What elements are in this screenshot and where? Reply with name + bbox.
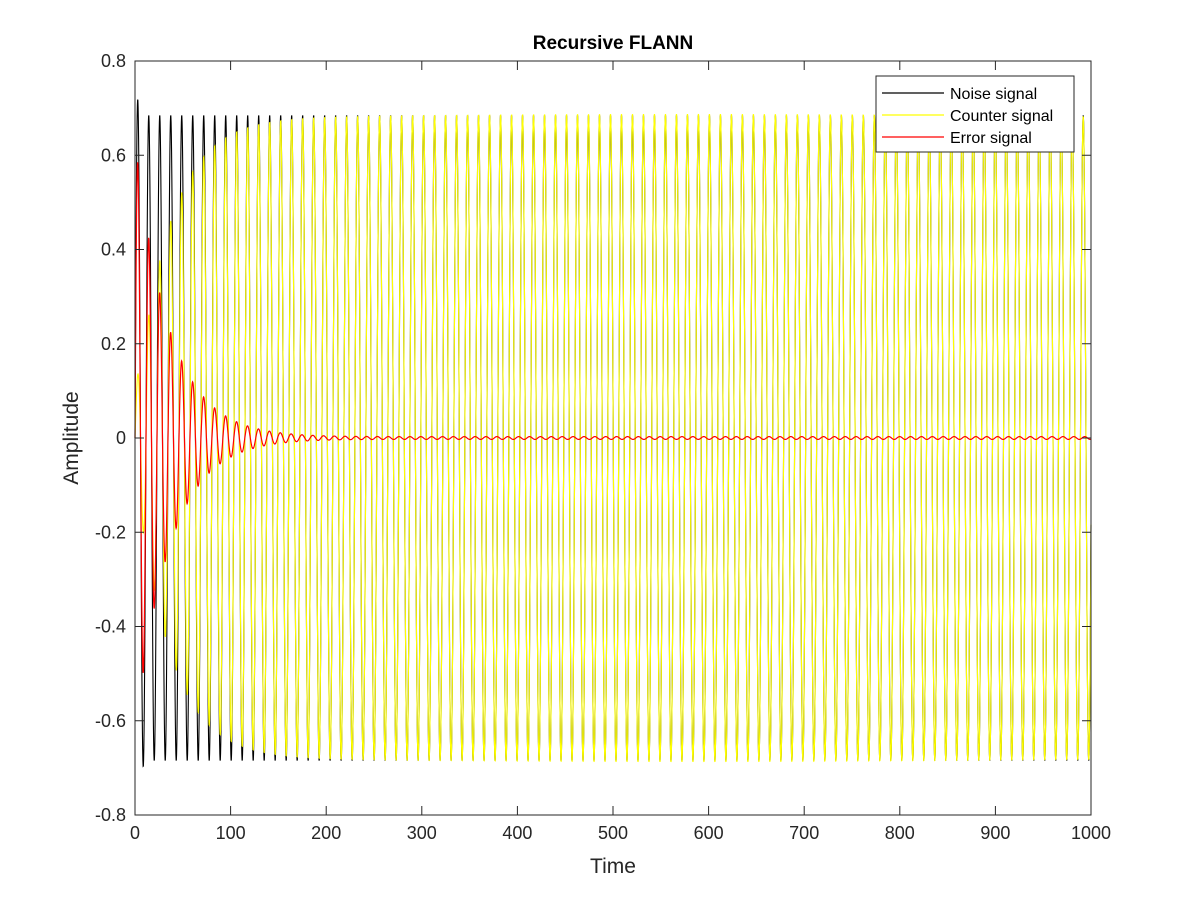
x-tick-label: 0 <box>130 823 140 843</box>
x-tick-label: 200 <box>311 823 341 843</box>
x-tick-label: 500 <box>598 823 628 843</box>
y-tick-label: 0.8 <box>101 51 126 71</box>
y-tick-label: 0.6 <box>101 145 126 165</box>
y-tick-label: 0.2 <box>101 334 126 354</box>
x-tick-label: 300 <box>407 823 437 843</box>
y-tick-label: -0.4 <box>95 617 126 637</box>
x-tick-label: 900 <box>980 823 1010 843</box>
x-tick-label: 1000 <box>1071 823 1111 843</box>
y-tick-label: 0.4 <box>101 240 126 260</box>
legend-label-error-signal: Error signal <box>950 130 1032 147</box>
legend-box <box>875 75 1075 153</box>
legend-label-counter-signal: Counter signal <box>950 108 1053 125</box>
x-tick-label: 600 <box>694 823 724 843</box>
y-axis-label: Amplitude <box>60 391 83 484</box>
x-tick-label: 800 <box>885 823 915 843</box>
x-tick-label: 700 <box>789 823 819 843</box>
x-axis-label: Time <box>590 855 636 878</box>
x-tick-label: 100 <box>216 823 246 843</box>
y-tick-label: -0.2 <box>95 522 126 542</box>
series-line-error-signal <box>134 162 1092 673</box>
legend-label-noise-signal: Noise signal <box>950 86 1037 103</box>
series-line-counter-signal <box>134 113 1092 763</box>
ticks-layer: 0 100 200 300 400 500 600 700 800 900 1000 -0.8 -0.6… <box>95 51 1111 843</box>
series-layer <box>134 99 1092 768</box>
x-tick-label: 400 <box>502 823 532 843</box>
y-tick-label: -0.8 <box>95 805 126 825</box>
legend: Noise signal Counter signal Error signal <box>875 75 1075 153</box>
y-tick-label: 0 <box>116 428 126 448</box>
chart-title: Recursive FLANN <box>533 33 694 54</box>
y-tick-label: -0.6 <box>95 711 126 731</box>
